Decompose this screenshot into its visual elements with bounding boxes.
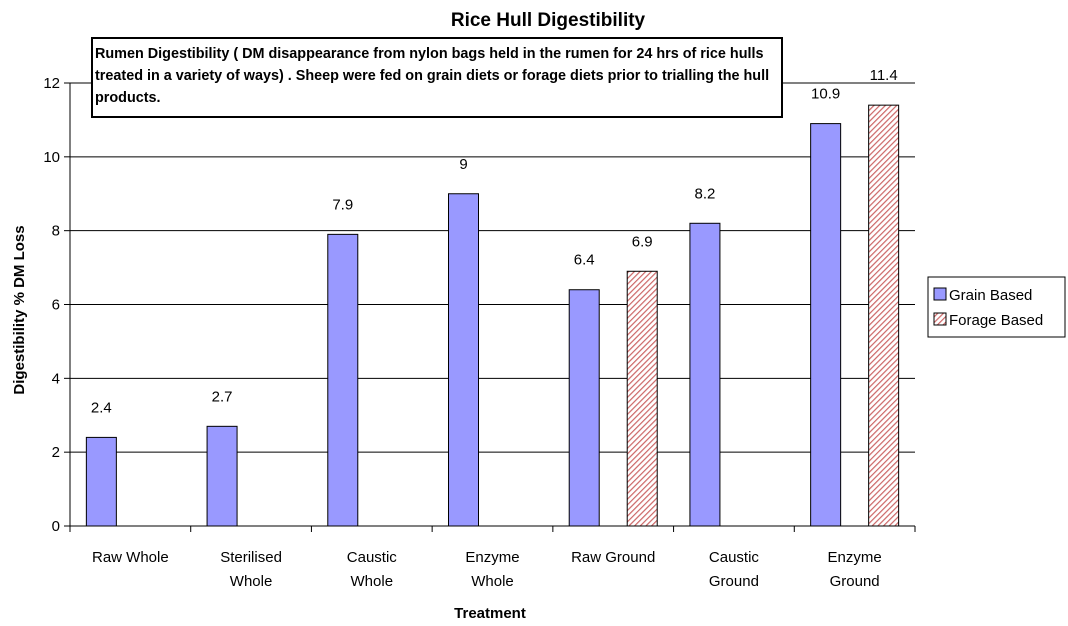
x-axis-title: Treatment: [454, 605, 526, 622]
bar: [810, 123, 842, 527]
x-tick-label: Raw Whole: [92, 549, 169, 566]
annotation-box: Rumen Digestibility ( DM disappearance f…: [91, 37, 783, 118]
legend-label: Forage Based: [949, 312, 1043, 329]
axes: [64, 82, 916, 532]
data-label: 2.7: [212, 388, 233, 405]
x-tick-label-line: Enzyme: [465, 549, 519, 566]
y-axis-title: Digestibility % DM Loss: [11, 225, 28, 394]
y-tick-label: 12: [43, 75, 60, 92]
bar: [448, 193, 479, 527]
x-tick-label-line: Raw Ground: [571, 549, 655, 566]
bar: [85, 436, 117, 527]
y-tick-label: 8: [52, 223, 60, 240]
x-tick-label-line: Whole: [351, 573, 394, 590]
data-label: 10.9: [811, 86, 840, 103]
legend: Grain Based Forage Based: [927, 276, 1066, 338]
x-tick-label: Caustic Ground: [709, 549, 760, 590]
x-tick-label-line: Whole: [471, 573, 514, 590]
x-tick-label-line: Caustic: [347, 549, 398, 566]
bar: [689, 222, 721, 527]
x-tick-label: Sterilised Whole: [220, 549, 282, 590]
chart-title: Rice Hull Digestibility: [451, 10, 646, 31]
x-tick-label: Enzyme Whole: [465, 549, 519, 590]
y-tick-labels: 0 2 4 6 8 10 12: [43, 75, 60, 535]
data-label: 7.9: [332, 196, 353, 213]
y-tick-label: 6: [52, 297, 60, 314]
x-tick-label-line: Caustic: [709, 549, 760, 566]
data-label: 11.4: [870, 67, 898, 84]
data-label: 6.9: [632, 233, 653, 250]
bar: [327, 233, 359, 527]
data-label: 9: [459, 156, 467, 173]
y-tick-label: 2: [52, 444, 60, 461]
gridlines: [70, 82, 915, 453]
y-tick-label: 4: [52, 370, 60, 387]
x-tick-label-line: Enzyme: [828, 549, 882, 566]
data-label: 6.4: [574, 252, 595, 269]
legend-label: Grain Based: [949, 287, 1032, 304]
bar: [868, 104, 900, 527]
data-label: 2.4: [91, 399, 112, 416]
x-tick-label-line: Whole: [230, 573, 273, 590]
x-tick-label: Raw Ground: [571, 549, 655, 566]
x-tick-label-line: Raw Whole: [92, 549, 169, 566]
x-tick-label-line: Sterilised: [220, 549, 282, 566]
bar: [206, 425, 238, 527]
x-tick-label-line: Ground: [830, 573, 880, 590]
data-labels: 2.4 2.7 7.9 9 6.4 8.2 10.9 6.9 11.4: [91, 67, 898, 416]
x-tick-label: Enzyme Ground: [828, 549, 882, 590]
x-tick-label: Caustic Whole: [347, 549, 398, 590]
y-tick-label: 10: [43, 149, 60, 166]
bars: [85, 104, 900, 527]
bar: [568, 289, 600, 527]
legend-box: [927, 276, 1066, 338]
data-label: 8.2: [694, 185, 715, 202]
y-tick-label: 0: [52, 518, 60, 535]
legend-swatch: [933, 287, 947, 301]
x-tick-label-line: Ground: [709, 573, 759, 590]
bar: [626, 270, 658, 527]
legend-swatch: [933, 312, 947, 326]
